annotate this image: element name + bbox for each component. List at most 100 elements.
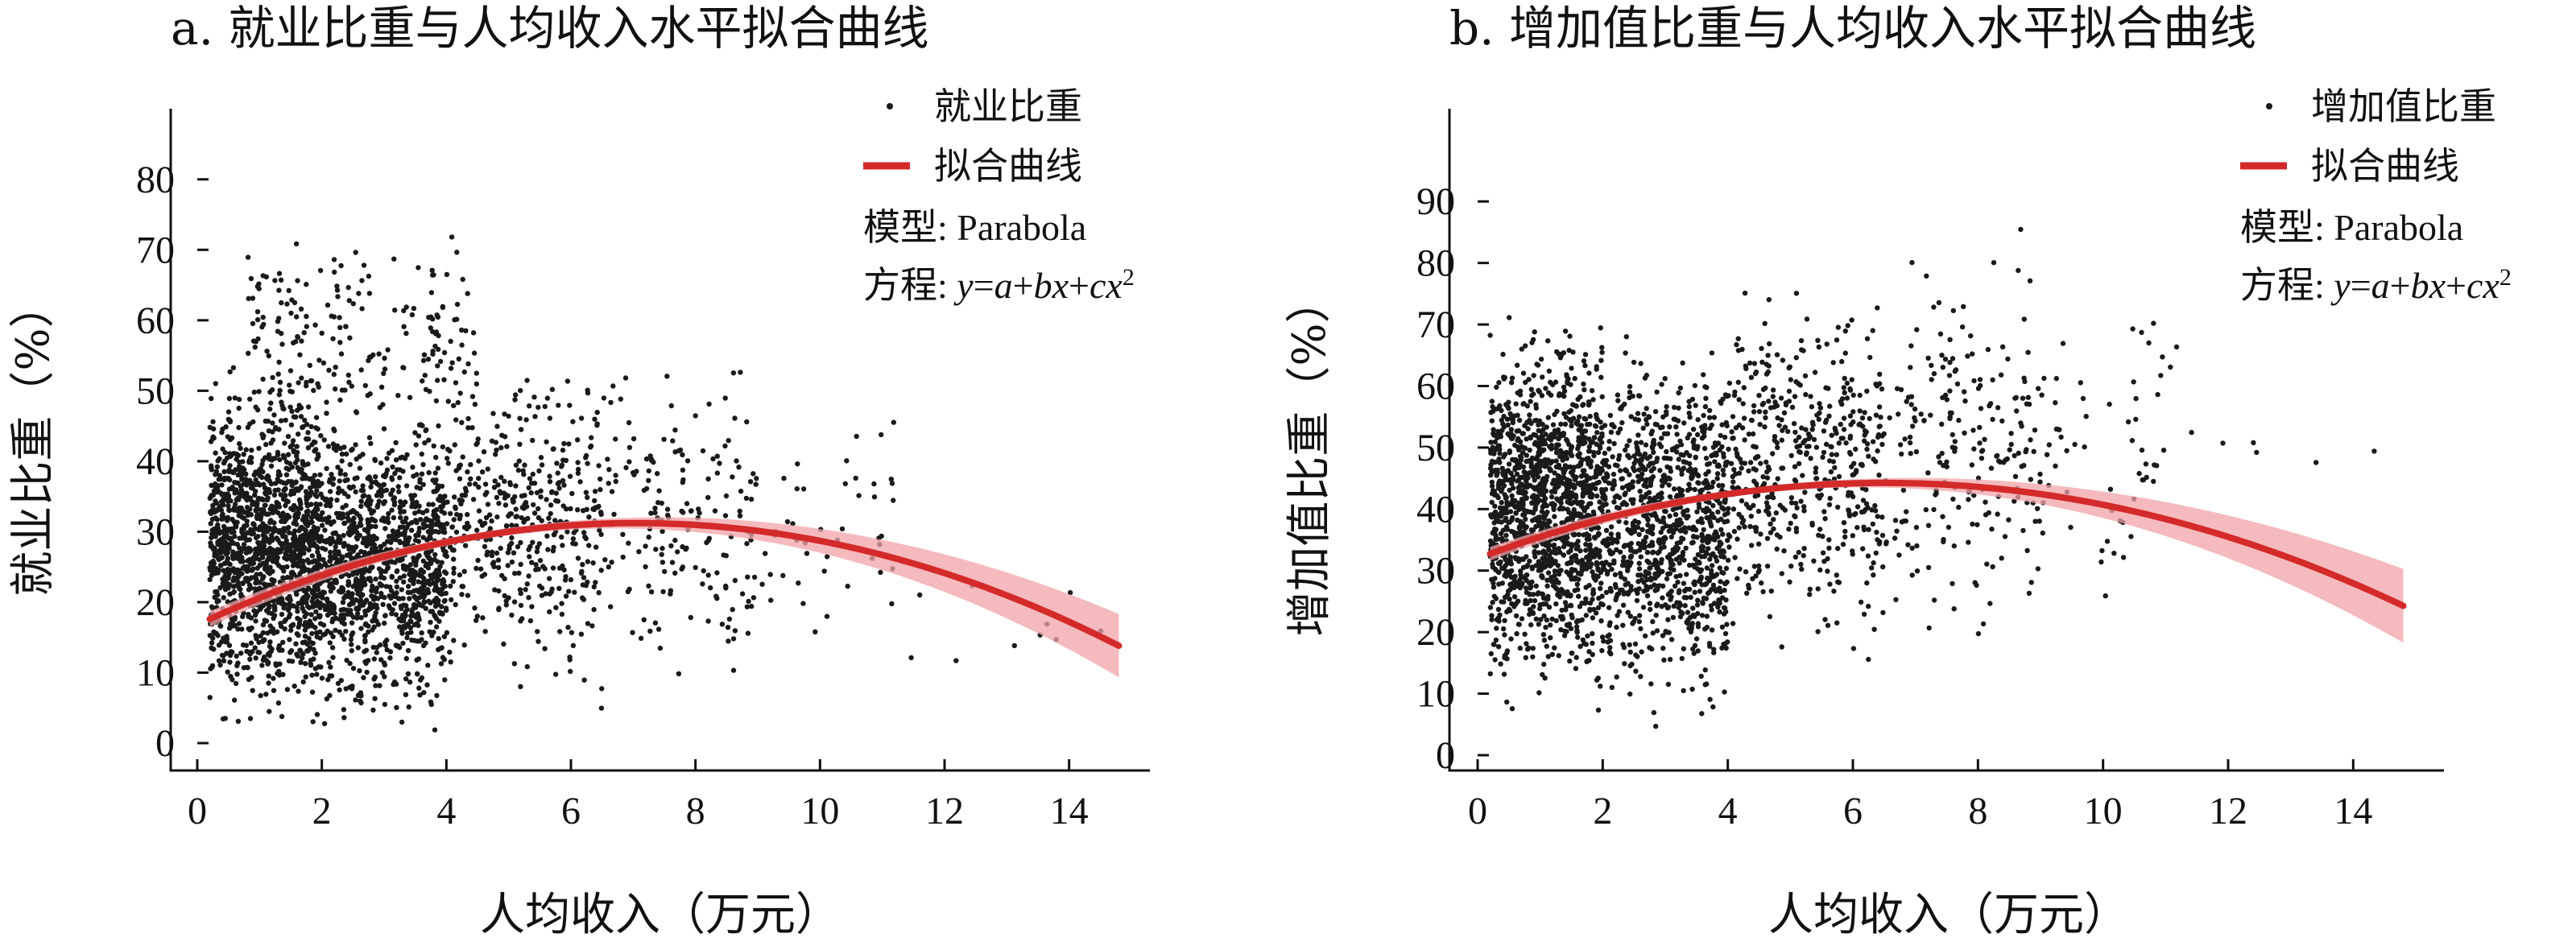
panel-a-point (502, 434, 508, 440)
panel-b-point (1588, 501, 1594, 506)
panel-a-point (581, 575, 587, 580)
panel-a-point (570, 419, 576, 424)
panel-a-point (429, 633, 435, 638)
panel-b-point (1506, 568, 1511, 575)
panel-a-point (510, 497, 515, 502)
panel-a-point (250, 338, 257, 344)
panel-a-point (217, 623, 224, 629)
panel-a-point (333, 386, 338, 392)
panel-a-point (506, 413, 511, 419)
panel-a-point (401, 324, 407, 329)
panel-a-point (338, 558, 344, 564)
panel-a-point (420, 461, 426, 468)
panel-a-point (263, 608, 270, 613)
panel-a-point (251, 472, 257, 477)
panel-b-point (1520, 564, 1527, 570)
panel-a-point (309, 689, 316, 695)
panel-a-point (290, 507, 296, 513)
panel-b-point (1540, 492, 1547, 498)
panel-a-point (278, 277, 284, 283)
panel-a-point (638, 635, 644, 641)
panel-a-point (482, 492, 488, 498)
panel-a-point (221, 469, 227, 474)
panel-a-point (404, 634, 410, 641)
panel-a-point (888, 477, 895, 482)
panel-a-point (396, 596, 403, 601)
panel-a-point (253, 404, 258, 410)
panel-a-point (279, 713, 285, 720)
panel-a-point (367, 576, 373, 581)
panel-a-point (804, 551, 810, 556)
panel-a-point (239, 475, 245, 481)
panel-a-point (239, 626, 245, 632)
panel-a-point (250, 688, 255, 693)
panel-a-point (680, 510, 686, 515)
panel-a-point (767, 572, 773, 577)
panel-a-point (246, 477, 253, 483)
panel-a-point (336, 534, 341, 539)
panel-a-point (460, 454, 465, 460)
panel-a-point (522, 462, 527, 468)
panel-a-point (431, 572, 436, 578)
panel-a-point (297, 544, 303, 550)
panel-a-point (420, 558, 426, 564)
panel-a-point (399, 628, 405, 634)
panel-a-point (409, 637, 415, 643)
panel-b-point (1542, 556, 1548, 561)
panel-a-point (274, 499, 279, 506)
panel-a-point (435, 465, 441, 471)
panel-b-point (1520, 431, 1525, 436)
panel-b-point (1547, 444, 1553, 449)
panel-a-point (267, 564, 273, 570)
panel-a-point (631, 436, 637, 442)
panel-b-point (1597, 436, 1602, 442)
panel-b-point (1524, 436, 1529, 442)
panel-a-point (439, 645, 444, 651)
panel-a-point (444, 271, 450, 278)
panel-b-point (1490, 600, 1495, 605)
panel-b-point (1589, 388, 1595, 394)
panel-a-point (314, 712, 320, 717)
panel-a-point (436, 636, 441, 642)
panel-b-point (1525, 426, 1531, 432)
panel-a-point (536, 468, 542, 474)
panel-a-point (412, 537, 419, 543)
panel-a-point (208, 568, 213, 573)
panel-a-point (358, 593, 364, 599)
panel-a-point (441, 349, 448, 356)
panel-a-point (431, 272, 436, 278)
panel-a-point (688, 508, 694, 514)
panel-a-point (451, 403, 457, 408)
panel-a-point (568, 576, 574, 583)
panel-a-point (527, 403, 532, 409)
panel-a-point (491, 485, 498, 490)
panel-a-point (287, 491, 294, 498)
panel-a-point (335, 465, 341, 470)
panel-a-point (382, 355, 387, 361)
panel-b-point (1587, 600, 1594, 606)
panel-b-point (1572, 375, 1577, 382)
panel-a-point (261, 574, 267, 580)
panel-a-point (730, 606, 735, 613)
panel-a-point (596, 463, 602, 469)
panel-a-point (358, 498, 364, 504)
panel-a-point (243, 537, 250, 543)
panel-a-point (432, 613, 438, 619)
panel-a-point (445, 461, 451, 466)
panel-a-point (378, 573, 384, 580)
panel-a-point (367, 477, 374, 483)
panel-a-point (518, 427, 524, 432)
panel-b-point (1513, 510, 1519, 516)
panel-a-point (414, 472, 420, 477)
panel-a-point (387, 585, 393, 590)
panel-b-point (1502, 632, 1507, 638)
panel-a-point (324, 411, 329, 416)
panel-a-point (403, 515, 409, 521)
panel-a-point (845, 583, 850, 589)
panel-a-point (298, 501, 304, 507)
panel-b-point (1528, 464, 1534, 470)
panel-a-point (547, 576, 552, 581)
panel-a-point (349, 518, 355, 523)
panel-a-point (726, 616, 733, 622)
panel-a-point (367, 506, 373, 512)
